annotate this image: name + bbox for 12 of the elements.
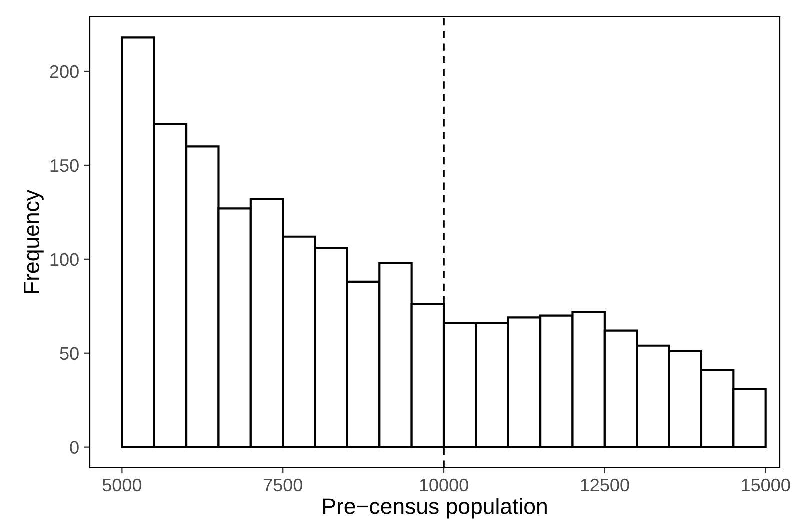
x-tick-label: 10000 xyxy=(420,478,468,492)
x-tick-label: 7500 xyxy=(264,478,302,492)
x-tick-label: 12500 xyxy=(581,478,630,492)
y-tick-label: 100 xyxy=(50,253,79,266)
y-tick-label: 50 xyxy=(60,347,79,360)
y-axis-title: Frequency xyxy=(24,190,44,294)
y-tick-label: 150 xyxy=(50,159,79,172)
x-tick-label: 15000 xyxy=(742,478,790,492)
y-tick-label: 200 xyxy=(50,65,79,78)
x-axis-title: Pre−census population xyxy=(323,498,547,519)
x-tick-label: 5000 xyxy=(102,478,142,492)
y-tick-label: 0 xyxy=(70,441,79,454)
